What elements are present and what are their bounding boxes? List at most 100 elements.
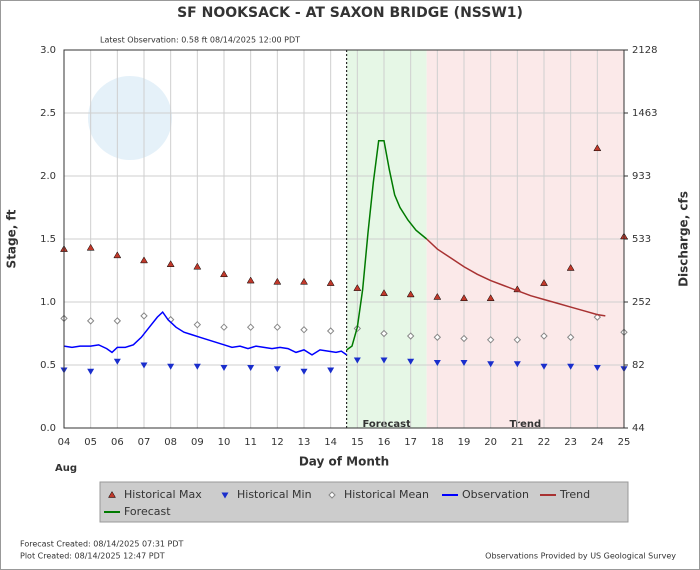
x-tick-label: 13 [298,437,311,448]
min-marker [567,363,575,370]
min-marker [593,365,601,372]
x-tick-label: 24 [591,437,604,448]
min-marker [221,492,229,499]
max-marker [486,294,495,301]
x-tick-label: 09 [191,437,204,448]
max-marker [193,262,202,270]
y-tick-label: 3.0 [40,45,56,56]
min-marker [220,365,228,372]
mean-marker [193,320,202,329]
legend-label: Historical Mean [344,488,429,501]
mean-marker [113,317,122,325]
min-marker [513,361,521,368]
mean-marker [486,336,495,344]
legend-label: Observation [462,488,529,501]
mean-marker [566,333,575,341]
x-axis-label: Day of Month [299,455,389,469]
min-marker [300,368,308,375]
y2-tick-label: 1463 [632,108,657,119]
legend-box [99,481,629,523]
mean-marker [540,332,548,340]
max-marker [300,277,308,285]
mean-marker [326,327,335,335]
mean-marker [246,323,255,331]
x-tick-label: 22 [538,437,551,448]
x-tick-label: 04 [58,437,71,448]
mean-marker [300,326,308,334]
y2-tick-label: 533 [632,234,651,245]
min-marker [433,359,441,366]
y-tick-label: 0.0 [40,423,56,434]
y2-tick-label: 933 [632,171,651,182]
max-marker [246,276,255,284]
mean-marker [433,333,442,341]
legend-label: Trend [559,488,590,501]
x-tick-label: 16 [378,437,391,448]
region-label: Forecast [362,419,411,430]
min-marker [353,357,361,364]
x-tick-label: 19 [458,437,471,448]
x-sublabel: Aug [55,463,77,474]
x-tick-label: 07 [138,437,151,448]
x-tick-label: 12 [271,437,284,448]
mean-marker [513,336,522,344]
region-label: Trend [509,419,541,430]
mean-marker [86,317,95,325]
x-tick-label: 14 [324,437,337,448]
max-marker [353,284,362,291]
x-tick-label: 11 [244,437,257,448]
mean-marker [380,329,388,338]
mean-marker [328,491,336,499]
max-marker [86,243,95,251]
series-line [426,238,606,317]
max-marker [593,144,602,152]
min-marker [140,362,148,369]
mean-marker [593,313,602,321]
x-tick-label: 20 [484,437,497,448]
min-marker [487,361,495,368]
max-marker [380,289,388,296]
legend-label: Historical Max [124,488,202,501]
max-marker [326,279,335,286]
min-marker [540,363,548,370]
chart-title: SF NOOKSACK - AT SAXON BRIDGE (NSSW1) [177,5,523,21]
max-marker [406,290,415,298]
y2-axis-label: Discharge, cfs [677,191,691,287]
max-marker [140,256,148,264]
y-axis-label: Stage, ft [5,209,19,268]
min-marker [380,357,388,364]
x-tick-label: 25 [618,437,631,448]
mean-marker [460,334,468,343]
subtitle: Latest Observation: 0.58 ft 08/14/2025 1… [100,36,300,45]
max-marker [108,491,116,498]
min-marker [87,368,95,375]
series-line [64,310,348,356]
min-marker [460,359,468,366]
x-tick-label: 23 [564,437,577,448]
mean-marker [406,332,415,340]
min-marker [273,366,281,373]
legend-label: Forecast [124,505,171,518]
min-marker [327,367,335,374]
max-marker [220,270,228,278]
y2-tick-label: 82 [632,360,645,371]
max-marker [273,277,282,285]
max-marker [433,292,442,300]
max-marker [460,294,468,301]
y2-tick-label: 2128 [632,45,657,56]
footer: Plot Created: 08/14/2025 12:47 PDT [20,552,165,561]
y2-tick-label: 252 [632,297,651,308]
max-marker [113,251,122,259]
max-marker [540,279,548,286]
min-marker [247,365,255,372]
max-marker [166,260,175,267]
x-tick-label: 18 [431,437,444,448]
min-marker [113,358,121,365]
footer: Forecast Created: 08/14/2025 07:31 PDT [20,540,184,549]
footer: Observations Provided by US Geological S… [485,552,676,561]
mean-marker [273,323,282,331]
y-tick-label: 0.5 [40,360,56,371]
min-marker [407,358,415,365]
x-tick-label: 06 [111,437,124,448]
x-tick-label: 10 [218,437,231,448]
